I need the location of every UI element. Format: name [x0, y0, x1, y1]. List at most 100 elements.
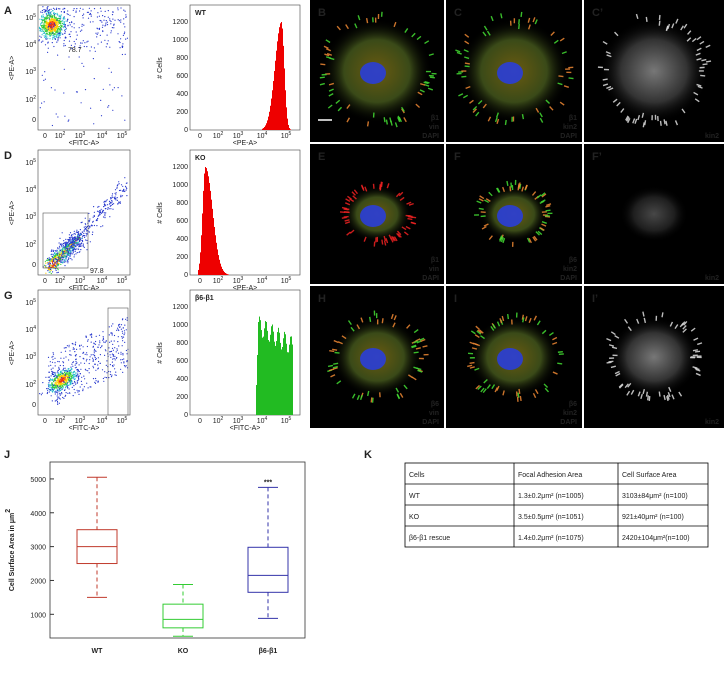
x-tick-label-base: 0 [43, 133, 47, 140]
y-axis-label-text: Cell Surface Area in μm [9, 513, 16, 591]
event [83, 352, 84, 353]
event [57, 399, 58, 400]
event [64, 12, 65, 13]
event [89, 372, 90, 373]
hist-bin [264, 127, 265, 130]
event [81, 102, 82, 103]
event [90, 334, 91, 335]
event [122, 47, 123, 48]
hist-y-tick: 400 [176, 91, 188, 98]
event [71, 369, 72, 370]
hist-bin [205, 167, 206, 275]
event [93, 354, 94, 355]
event [56, 35, 57, 36]
event [74, 231, 75, 232]
event [38, 40, 39, 41]
event [49, 23, 50, 24]
event [52, 37, 53, 38]
event [53, 22, 54, 23]
event [106, 340, 107, 341]
annotation: *** [264, 479, 272, 486]
cell [599, 19, 709, 123]
event [58, 370, 59, 371]
event [67, 249, 68, 250]
channel-label: vin [429, 410, 439, 417]
event [56, 257, 57, 258]
hist-bin [273, 332, 274, 415]
event [112, 27, 113, 28]
event [62, 262, 63, 263]
event [107, 209, 108, 210]
event [65, 374, 66, 375]
event [70, 367, 71, 368]
event [114, 368, 115, 369]
event [52, 379, 53, 380]
event [65, 244, 66, 245]
event [94, 382, 95, 383]
event [74, 249, 75, 250]
event [118, 353, 119, 354]
event [121, 336, 122, 337]
event [53, 29, 54, 30]
table-cell: 921±40μm² (n=100) [622, 514, 684, 521]
event [118, 203, 119, 204]
event [68, 119, 69, 120]
event [118, 181, 119, 182]
event [69, 350, 70, 351]
event [126, 350, 127, 351]
event [50, 35, 51, 36]
event [108, 17, 109, 18]
y-tick-label-base: 0 [32, 117, 36, 124]
event [77, 252, 78, 253]
x-tick-label: 0 [43, 278, 47, 285]
event [51, 17, 52, 18]
hist-bin [269, 112, 270, 130]
event [100, 210, 101, 211]
event [83, 66, 84, 67]
event [93, 206, 94, 207]
event [53, 352, 54, 353]
adhesion [505, 120, 506, 125]
event [69, 15, 70, 16]
event [47, 393, 48, 394]
event [57, 34, 58, 35]
event [61, 253, 62, 254]
event [116, 192, 117, 193]
event [67, 245, 68, 246]
event [76, 244, 77, 245]
hist-bin [220, 264, 221, 275]
event [104, 217, 105, 218]
event [61, 14, 62, 15]
y-tick-label-sup: 2 [33, 240, 36, 246]
event [67, 371, 68, 372]
event [48, 259, 49, 260]
event [122, 372, 123, 373]
hist-bin [279, 27, 280, 130]
event [61, 387, 62, 388]
event [123, 10, 124, 11]
event [44, 27, 45, 28]
event [91, 336, 92, 337]
event [115, 196, 116, 197]
event [40, 29, 41, 30]
event [50, 22, 51, 23]
event [69, 240, 70, 241]
event [53, 381, 54, 382]
event [69, 375, 70, 376]
event [54, 376, 55, 377]
event [62, 9, 63, 10]
x-axis-label: <FITC-A> [69, 140, 100, 147]
event [122, 195, 123, 196]
event [42, 6, 43, 7]
event [46, 30, 47, 31]
event [48, 372, 49, 373]
x-axis-label: <PE-A> [233, 140, 258, 147]
adhesion [659, 21, 660, 26]
event [60, 258, 61, 259]
event [111, 341, 112, 342]
event [45, 263, 46, 264]
adhesion [384, 117, 385, 122]
event [124, 120, 125, 121]
event [62, 370, 63, 371]
adhesion [414, 352, 419, 353]
